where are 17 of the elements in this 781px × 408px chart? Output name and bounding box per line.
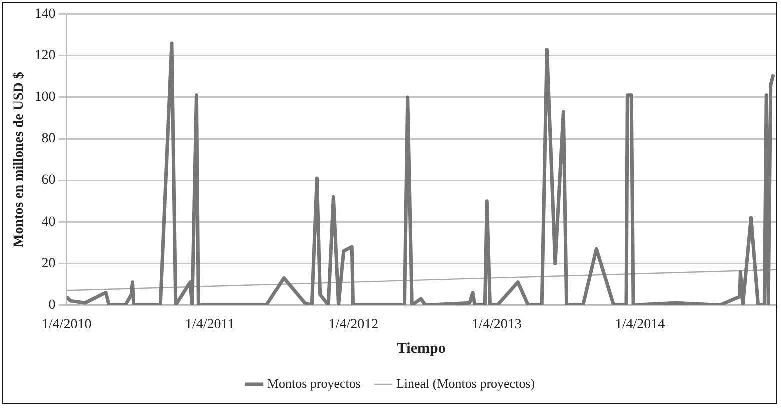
y-tick-label: 140 <box>34 7 56 22</box>
y-tick-label: 60 <box>42 173 56 188</box>
y-axis-title: Montos en millones de USD $ <box>12 72 28 248</box>
y-tick-label: 20 <box>42 256 56 272</box>
legend-label: Lineal (Montos proyectos) <box>396 376 536 391</box>
y-tick-label: 40 <box>42 214 56 230</box>
legend-label: Montos proyectos <box>267 376 361 391</box>
y-tick-label: 80 <box>42 132 56 147</box>
x-tick-label: 1/4/2011 <box>185 317 235 332</box>
x-axis-title: Tiempo <box>396 340 446 357</box>
x-tick-label: 1/4/2013 <box>472 317 522 332</box>
y-tick-label: 0 <box>48 298 56 313</box>
x-tick-label: 1/4/2010 <box>42 317 92 332</box>
x-tick-label: 1/4/2014 <box>615 317 666 332</box>
y-tick-label: 100 <box>34 90 56 106</box>
y-tick-label: 120 <box>34 48 56 64</box>
x-tick-label: 1/4/2012 <box>328 317 379 332</box>
